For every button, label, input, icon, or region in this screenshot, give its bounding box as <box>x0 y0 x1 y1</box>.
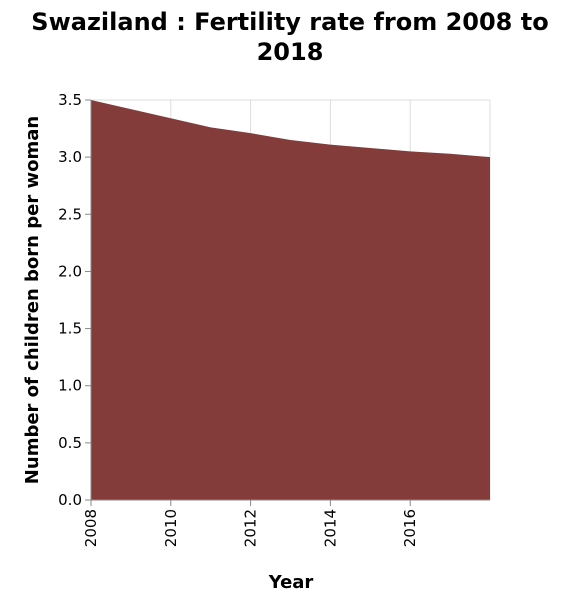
x-tick-labels: 2008 2010 2012 2014 2016 <box>82 500 419 547</box>
y-tick-label: 0.5 <box>58 434 82 452</box>
chart-title-line-2: 2018 <box>257 38 324 66</box>
y-tick-label: 3.5 <box>58 91 82 109</box>
y-tick-label: 2.0 <box>58 262 82 280</box>
x-tick-label: 2008 <box>82 509 100 547</box>
x-tick-label: 2012 <box>242 509 260 547</box>
x-tick-label: 2014 <box>321 509 339 547</box>
y-tick-label: 2.5 <box>58 205 82 223</box>
axes <box>90 100 490 501</box>
y-tick-labels: 0.0 0.5 1.0 1.5 2.0 2.5 3.0 3.5 <box>58 91 91 509</box>
area-fill <box>91 100 490 500</box>
y-tick-label: 1.0 <box>58 377 82 395</box>
x-tick-label: 2010 <box>162 509 180 547</box>
y-tick-label: 0.0 <box>58 491 82 509</box>
x-axis-title: Year <box>268 572 314 593</box>
y-tick-label: 3.0 <box>58 148 82 166</box>
y-tick-label: 1.5 <box>58 320 82 338</box>
area-series <box>91 100 490 500</box>
chart-title-line-1: Swaziland : Fertility rate from 2008 to <box>31 8 548 36</box>
x-tick-label: 2016 <box>401 509 419 547</box>
y-axis-title: Number of children born per woman <box>22 116 43 484</box>
